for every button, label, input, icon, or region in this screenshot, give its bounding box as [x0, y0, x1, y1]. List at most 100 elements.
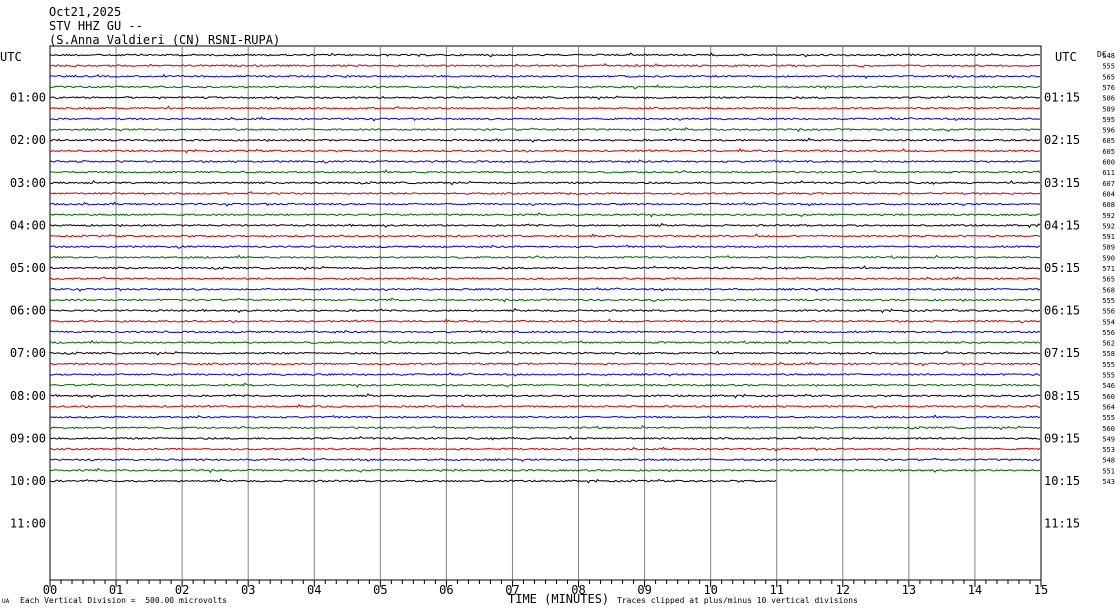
seismic-trace	[49, 244, 1041, 249]
dc-offset-label: 555	[1102, 414, 1115, 422]
x-tick-label: 13	[902, 583, 916, 597]
plot-frame	[49, 45, 1042, 581]
left-hour-label: 01:00	[10, 91, 46, 105]
seismic-trace	[49, 63, 1040, 68]
dc-offset-label: 551	[1102, 467, 1115, 475]
left-hour-label: 07:00	[10, 346, 46, 360]
dc-offset-label: 565	[1102, 276, 1115, 284]
seismic-trace	[49, 105, 1041, 111]
seismic-trace	[49, 329, 1041, 334]
left-utc-label: UTC	[0, 50, 22, 64]
footer-clip-note: Traces clipped at plus/minus 10 vertical…	[617, 596, 858, 605]
dc-offset-label: 560	[1102, 425, 1115, 433]
right-hour-label: 03:15	[1044, 176, 1080, 190]
right-hour-label: 09:15	[1044, 431, 1080, 445]
dc-offset-label: 568	[1102, 286, 1115, 294]
seismic-trace	[49, 276, 1041, 281]
dc-offset-label: 605	[1102, 137, 1115, 145]
dc-offset-label: 549	[1102, 435, 1115, 443]
x-tick-label: 06	[439, 583, 453, 597]
seismic-trace	[49, 126, 1041, 133]
dc-offset-label: 605	[1102, 148, 1115, 156]
dc-offset-label: 604	[1102, 190, 1115, 198]
footer-vertical-division: Each Vertical Division = 500.00 microvol…	[20, 596, 228, 605]
seismic-trace	[49, 95, 1041, 101]
dc-offset-label: 607	[1102, 180, 1115, 188]
x-tick-label: 14	[968, 583, 982, 597]
seismic-trace	[49, 179, 1041, 186]
dc-offset-label: 596	[1102, 127, 1115, 135]
dc-offset-label: 589	[1102, 244, 1115, 252]
seismic-trace	[49, 297, 1041, 303]
dc-offset-label: 560	[1102, 393, 1115, 401]
seismic-trace	[49, 457, 1041, 463]
seismic-trace	[49, 191, 1041, 196]
right-utc-label: UTC	[1055, 50, 1077, 64]
left-hour-label: 10:00	[10, 474, 46, 488]
seismic-trace	[49, 339, 1041, 344]
x-tick-label: 08	[571, 583, 585, 597]
seismic-trace	[49, 361, 1040, 367]
dc-offset-label: 562	[1102, 340, 1115, 348]
left-hour-label: 06:00	[10, 304, 46, 318]
dc-offset-label: 548	[1102, 52, 1115, 60]
seismic-trace	[49, 372, 1041, 377]
x-tick-label: 09	[637, 583, 651, 597]
seismic-trace	[49, 169, 1041, 174]
left-hour-label: 02:00	[10, 133, 46, 147]
dc-offset-label: 558	[1102, 350, 1115, 358]
dc-offset-label: 591	[1102, 233, 1115, 241]
right-hour-label: 07:15	[1044, 346, 1080, 360]
seismic-trace	[49, 446, 1041, 452]
dc-offset-label: 592	[1102, 222, 1115, 230]
left-hour-label: 09:00	[10, 431, 46, 445]
dc-offset-label: 555	[1102, 63, 1115, 71]
dc-offset-label: 595	[1102, 116, 1115, 124]
dc-offset-label: 611	[1102, 169, 1115, 177]
seismic-trace	[49, 148, 1041, 154]
seismic-trace	[49, 265, 1041, 271]
seismic-trace	[50, 254, 1041, 259]
x-tick-label: 01	[109, 583, 123, 597]
right-hour-label: 01:15	[1044, 91, 1080, 105]
dc-offset-label: 586	[1102, 95, 1115, 103]
seismic-trace	[49, 393, 1041, 399]
dc-offset-label: 553	[1102, 446, 1115, 454]
seismic-trace	[49, 478, 777, 484]
dc-offset-label: 589	[1102, 105, 1115, 113]
left-hour-label: 05:00	[10, 261, 46, 275]
dc-offset-label: 548	[1102, 457, 1115, 465]
seismic-trace	[49, 73, 1041, 79]
dc-offset-label: 555	[1102, 372, 1115, 380]
seismic-trace	[49, 201, 1041, 207]
header-station: STV HHZ GU --	[49, 19, 143, 33]
dc-offset-label: 564	[1102, 403, 1115, 411]
right-hour-label: 04:15	[1044, 218, 1080, 232]
x-tick-label: 00	[43, 583, 57, 597]
dc-offset-label: 608	[1102, 201, 1115, 209]
left-hour-label: 04:00	[10, 218, 46, 232]
seismic-trace	[49, 414, 1041, 419]
dc-offset-label: 556	[1102, 329, 1115, 337]
x-tick-label: 15	[1034, 583, 1048, 597]
seismic-trace	[49, 222, 1041, 229]
seismic-trace	[49, 116, 1041, 122]
right-hour-label: 02:15	[1044, 133, 1080, 147]
seismic-trace	[49, 287, 1041, 293]
seismic-trace	[49, 137, 1041, 143]
header-date: Oct21,2025	[49, 5, 122, 19]
x-tick-label: 12	[836, 583, 850, 597]
seismic-trace	[49, 212, 1041, 218]
seismic-trace	[49, 425, 1041, 431]
dc-offset-label: 554	[1102, 318, 1115, 326]
dc-offset-label: 543	[1102, 478, 1115, 486]
header-location: (S.Anna Valdieri (CN) RSNI-RUPA)	[49, 33, 281, 47]
right-hour-label: 10:15	[1044, 474, 1080, 488]
dc-offset-label: 565	[1102, 73, 1115, 81]
dc-offset-label: 555	[1102, 361, 1115, 369]
seismic-trace	[49, 52, 1041, 58]
x-tick-label: 04	[307, 583, 321, 597]
dc-offset-label: 555	[1102, 297, 1115, 305]
seismic-trace	[49, 350, 1041, 356]
x-tick-label: 05	[373, 583, 387, 597]
